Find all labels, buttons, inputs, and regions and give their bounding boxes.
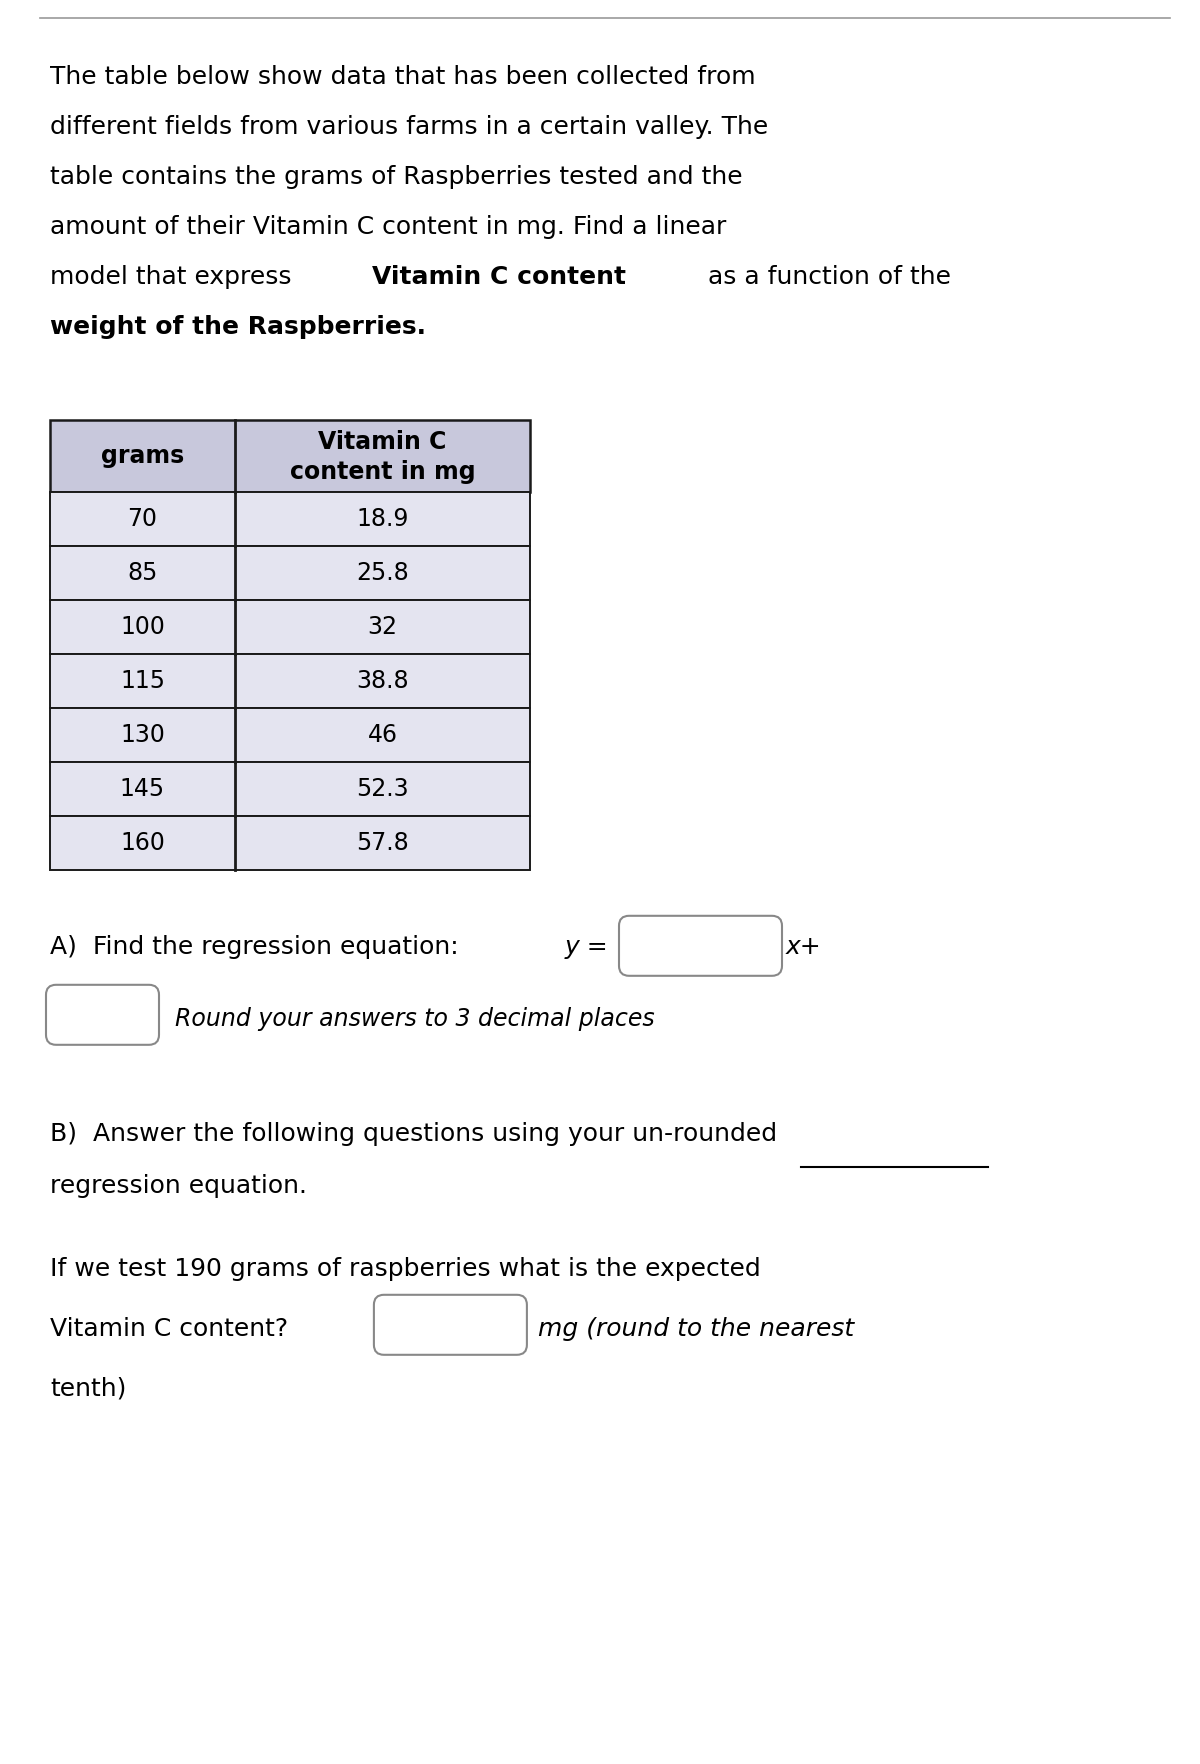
FancyBboxPatch shape (50, 420, 530, 492)
Text: The table below show data that has been collected from: The table below show data that has been … (50, 65, 756, 88)
Text: 85: 85 (127, 561, 157, 586)
Text: y =: y = (565, 935, 608, 960)
FancyBboxPatch shape (50, 547, 530, 600)
FancyBboxPatch shape (374, 1295, 527, 1355)
Text: x+: x+ (786, 935, 822, 960)
Text: table contains the grams of Raspberries tested and the: table contains the grams of Raspberries … (50, 166, 743, 189)
FancyBboxPatch shape (46, 984, 158, 1044)
Text: content in mg: content in mg (289, 460, 475, 483)
FancyBboxPatch shape (50, 654, 530, 707)
Text: grams: grams (101, 445, 184, 467)
Text: 38.8: 38.8 (356, 669, 409, 693)
Text: 145: 145 (120, 776, 166, 801)
FancyBboxPatch shape (50, 762, 530, 817)
Text: 160: 160 (120, 831, 164, 856)
Text: 18.9: 18.9 (356, 506, 409, 531)
Text: 46: 46 (367, 723, 397, 746)
Text: mg (round to the nearest: mg (round to the nearest (538, 1318, 854, 1341)
Text: regression equation.: regression equation. (50, 1175, 307, 1198)
Text: amount of their Vitamin C content in mg. Find a linear: amount of their Vitamin C content in mg.… (50, 215, 726, 238)
Text: B)  Answer the following questions using your: B) Answer the following questions using … (50, 1122, 632, 1147)
Text: Vitamin C content?: Vitamin C content? (50, 1318, 288, 1341)
FancyBboxPatch shape (50, 600, 530, 654)
Text: as a function of the: as a function of the (700, 265, 950, 289)
FancyBboxPatch shape (50, 817, 530, 870)
Text: 100: 100 (120, 616, 164, 639)
Text: 130: 130 (120, 723, 164, 746)
Text: B)  Answer the following questions using your un-rounded: B) Answer the following questions using … (50, 1122, 778, 1147)
Text: 32: 32 (367, 616, 397, 639)
Text: A)  Find the regression equation:: A) Find the regression equation: (50, 935, 458, 960)
Text: Vitamin C content?: Vitamin C content? (50, 1318, 304, 1341)
Text: 115: 115 (120, 669, 166, 693)
Text: B)  Answer the following questions using your un-rounded: B) Answer the following questions using … (50, 1122, 778, 1147)
Text: If we test 190 grams of raspberries what is the expected: If we test 190 grams of raspberries what… (50, 1258, 761, 1281)
Text: different fields from various farms in a certain valley. The: different fields from various farms in a… (50, 115, 768, 139)
Text: model that express: model that express (50, 265, 300, 289)
Text: 70: 70 (127, 506, 157, 531)
Text: 57.8: 57.8 (356, 831, 409, 856)
Text: 52.3: 52.3 (356, 776, 409, 801)
Text: weight of the Raspberries.: weight of the Raspberries. (50, 316, 426, 339)
Text: tenth): tenth) (50, 1378, 126, 1401)
Text: 25.8: 25.8 (356, 561, 409, 586)
FancyBboxPatch shape (50, 707, 530, 762)
Text: Vitamin C: Vitamin C (318, 430, 446, 453)
FancyBboxPatch shape (50, 492, 530, 547)
Text: Vitamin C content: Vitamin C content (372, 265, 626, 289)
Text: Round your answers to 3 decimal places: Round your answers to 3 decimal places (175, 1007, 655, 1030)
FancyBboxPatch shape (619, 916, 782, 975)
